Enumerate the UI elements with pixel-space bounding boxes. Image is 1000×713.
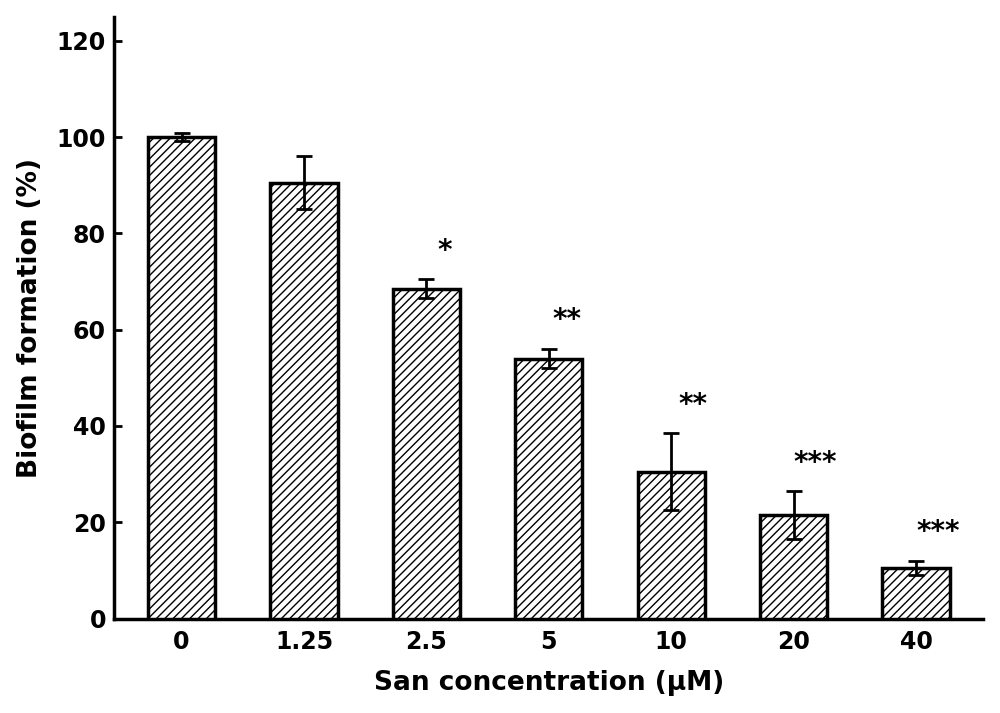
Bar bbox=[148, 137, 215, 619]
Bar bbox=[638, 472, 705, 619]
Bar bbox=[515, 359, 582, 619]
Text: ***: *** bbox=[916, 518, 960, 546]
Text: ***: *** bbox=[794, 448, 837, 476]
Y-axis label: Biofilm formation (%): Biofilm formation (%) bbox=[17, 158, 43, 478]
Bar bbox=[270, 183, 338, 619]
Bar bbox=[393, 289, 460, 619]
Text: **: ** bbox=[553, 307, 582, 334]
X-axis label: San concentration (μM): San concentration (μM) bbox=[374, 670, 724, 697]
Bar bbox=[760, 515, 827, 619]
Text: **: ** bbox=[679, 391, 708, 419]
Text: *: * bbox=[438, 237, 452, 265]
Bar bbox=[882, 568, 950, 619]
